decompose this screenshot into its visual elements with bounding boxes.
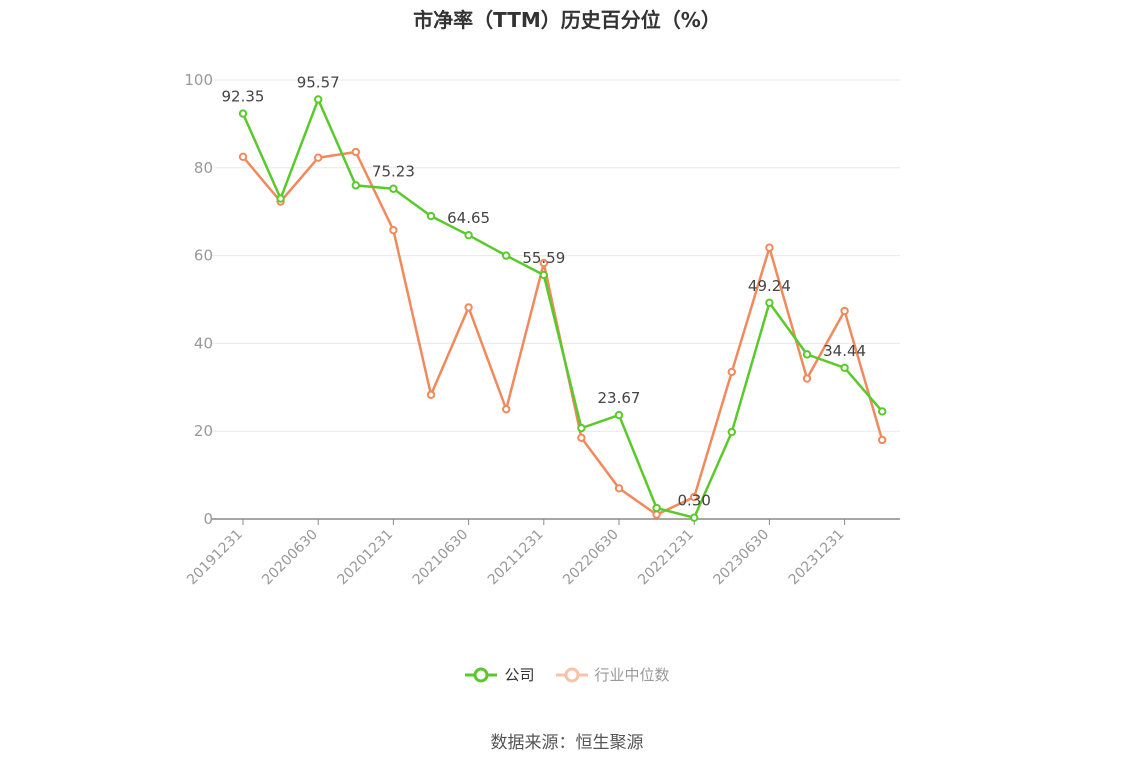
company-data-point [690, 513, 699, 522]
company-data-point [765, 298, 774, 308]
chart-title: 市净率（TTM）历史百分位（%） [413, 8, 721, 32]
industry-data-point [539, 258, 548, 268]
y-tick-label: 40 [194, 334, 213, 352]
company-data-point [502, 251, 511, 260]
industry-data-point [614, 484, 624, 493]
industry-series-line [242, 150, 884, 516]
company-data-point [539, 270, 548, 280]
company-series-line [241, 98, 884, 519]
x-tick-label: 20201231 [335, 527, 397, 589]
data-label: 95.57 [297, 73, 340, 91]
legend-label-company: 公司 [504, 666, 535, 684]
data-label: 64.65 [447, 209, 490, 227]
company-data-point [389, 184, 398, 193]
industry-data-point [238, 152, 248, 162]
y-tick-label: 80 [194, 159, 213, 177]
industry-data-point [727, 367, 736, 377]
industry-data-point [314, 153, 323, 162]
grid-lines [212, 79, 900, 432]
legend-item-industry[interactable]: 行业中位数 [555, 664, 670, 685]
series-lines [238, 95, 887, 522]
data-label: 55.59 [522, 249, 565, 267]
legend: 公司 行业中位数 [0, 664, 1134, 685]
data-label: 34.44 [823, 342, 866, 360]
legend-company-icon [465, 667, 498, 682]
x-tick-label: 20231231 [786, 527, 848, 589]
y-tick-label: 20 [194, 422, 213, 440]
data-label: 49.24 [748, 277, 791, 295]
data-label: 23.67 [598, 389, 641, 407]
industry-data-point [577, 433, 586, 442]
company-data-point [878, 407, 887, 416]
x-tick-label: 20200630 [259, 527, 321, 589]
company-data-point [426, 211, 436, 221]
industry-data-point [690, 492, 699, 502]
industry-data-point [878, 435, 887, 445]
company-data-point [276, 194, 285, 203]
y-tick-label: 0 [203, 510, 213, 528]
industry-data-point [464, 303, 473, 312]
company-data-point [727, 427, 736, 437]
company-data-point [577, 423, 586, 433]
company-data-point [802, 350, 812, 359]
company-data-point [314, 95, 323, 104]
data-label: 0.30 [677, 492, 710, 510]
industry-data-point [765, 243, 774, 252]
company-data-point [464, 230, 473, 240]
x-tick-label: 20220630 [560, 527, 622, 589]
industry-data-point [502, 405, 511, 414]
x-tick-label: 20191231 [184, 527, 246, 589]
industry-data-point [840, 306, 849, 316]
x-tick-label: 20211231 [485, 527, 547, 589]
y-tick-label: 100 [184, 71, 213, 89]
source-note: 数据来源：恒生聚源 [490, 733, 644, 753]
industry-data-point [426, 390, 436, 399]
company-data-point [351, 181, 360, 190]
x-tick-label: 20221231 [635, 527, 697, 589]
data-labels: 92.35 95.57 75.23 64.65 55.59 23.67 0.30 49.24 3… [222, 73, 867, 509]
legend-label-industry: 行业中位数 [594, 666, 670, 684]
x-tick-label: 20230630 [711, 527, 773, 589]
x-tick-label: 20210630 [410, 527, 472, 589]
data-label: 92.35 [222, 88, 265, 106]
y-tick-label: 60 [194, 247, 213, 265]
company-data-point [840, 363, 849, 373]
data-label: 75.23 [372, 163, 415, 181]
company-data-point [652, 503, 661, 513]
company-data-point [614, 410, 624, 420]
industry-data-point [389, 225, 398, 235]
company-data-point [238, 109, 248, 118]
industry-data-point [652, 510, 661, 519]
legend-industry-icon [555, 667, 588, 682]
legend-item-company[interactable]: 公司 [464, 664, 535, 685]
industry-data-point [351, 147, 360, 157]
industry-data-point [802, 374, 812, 383]
